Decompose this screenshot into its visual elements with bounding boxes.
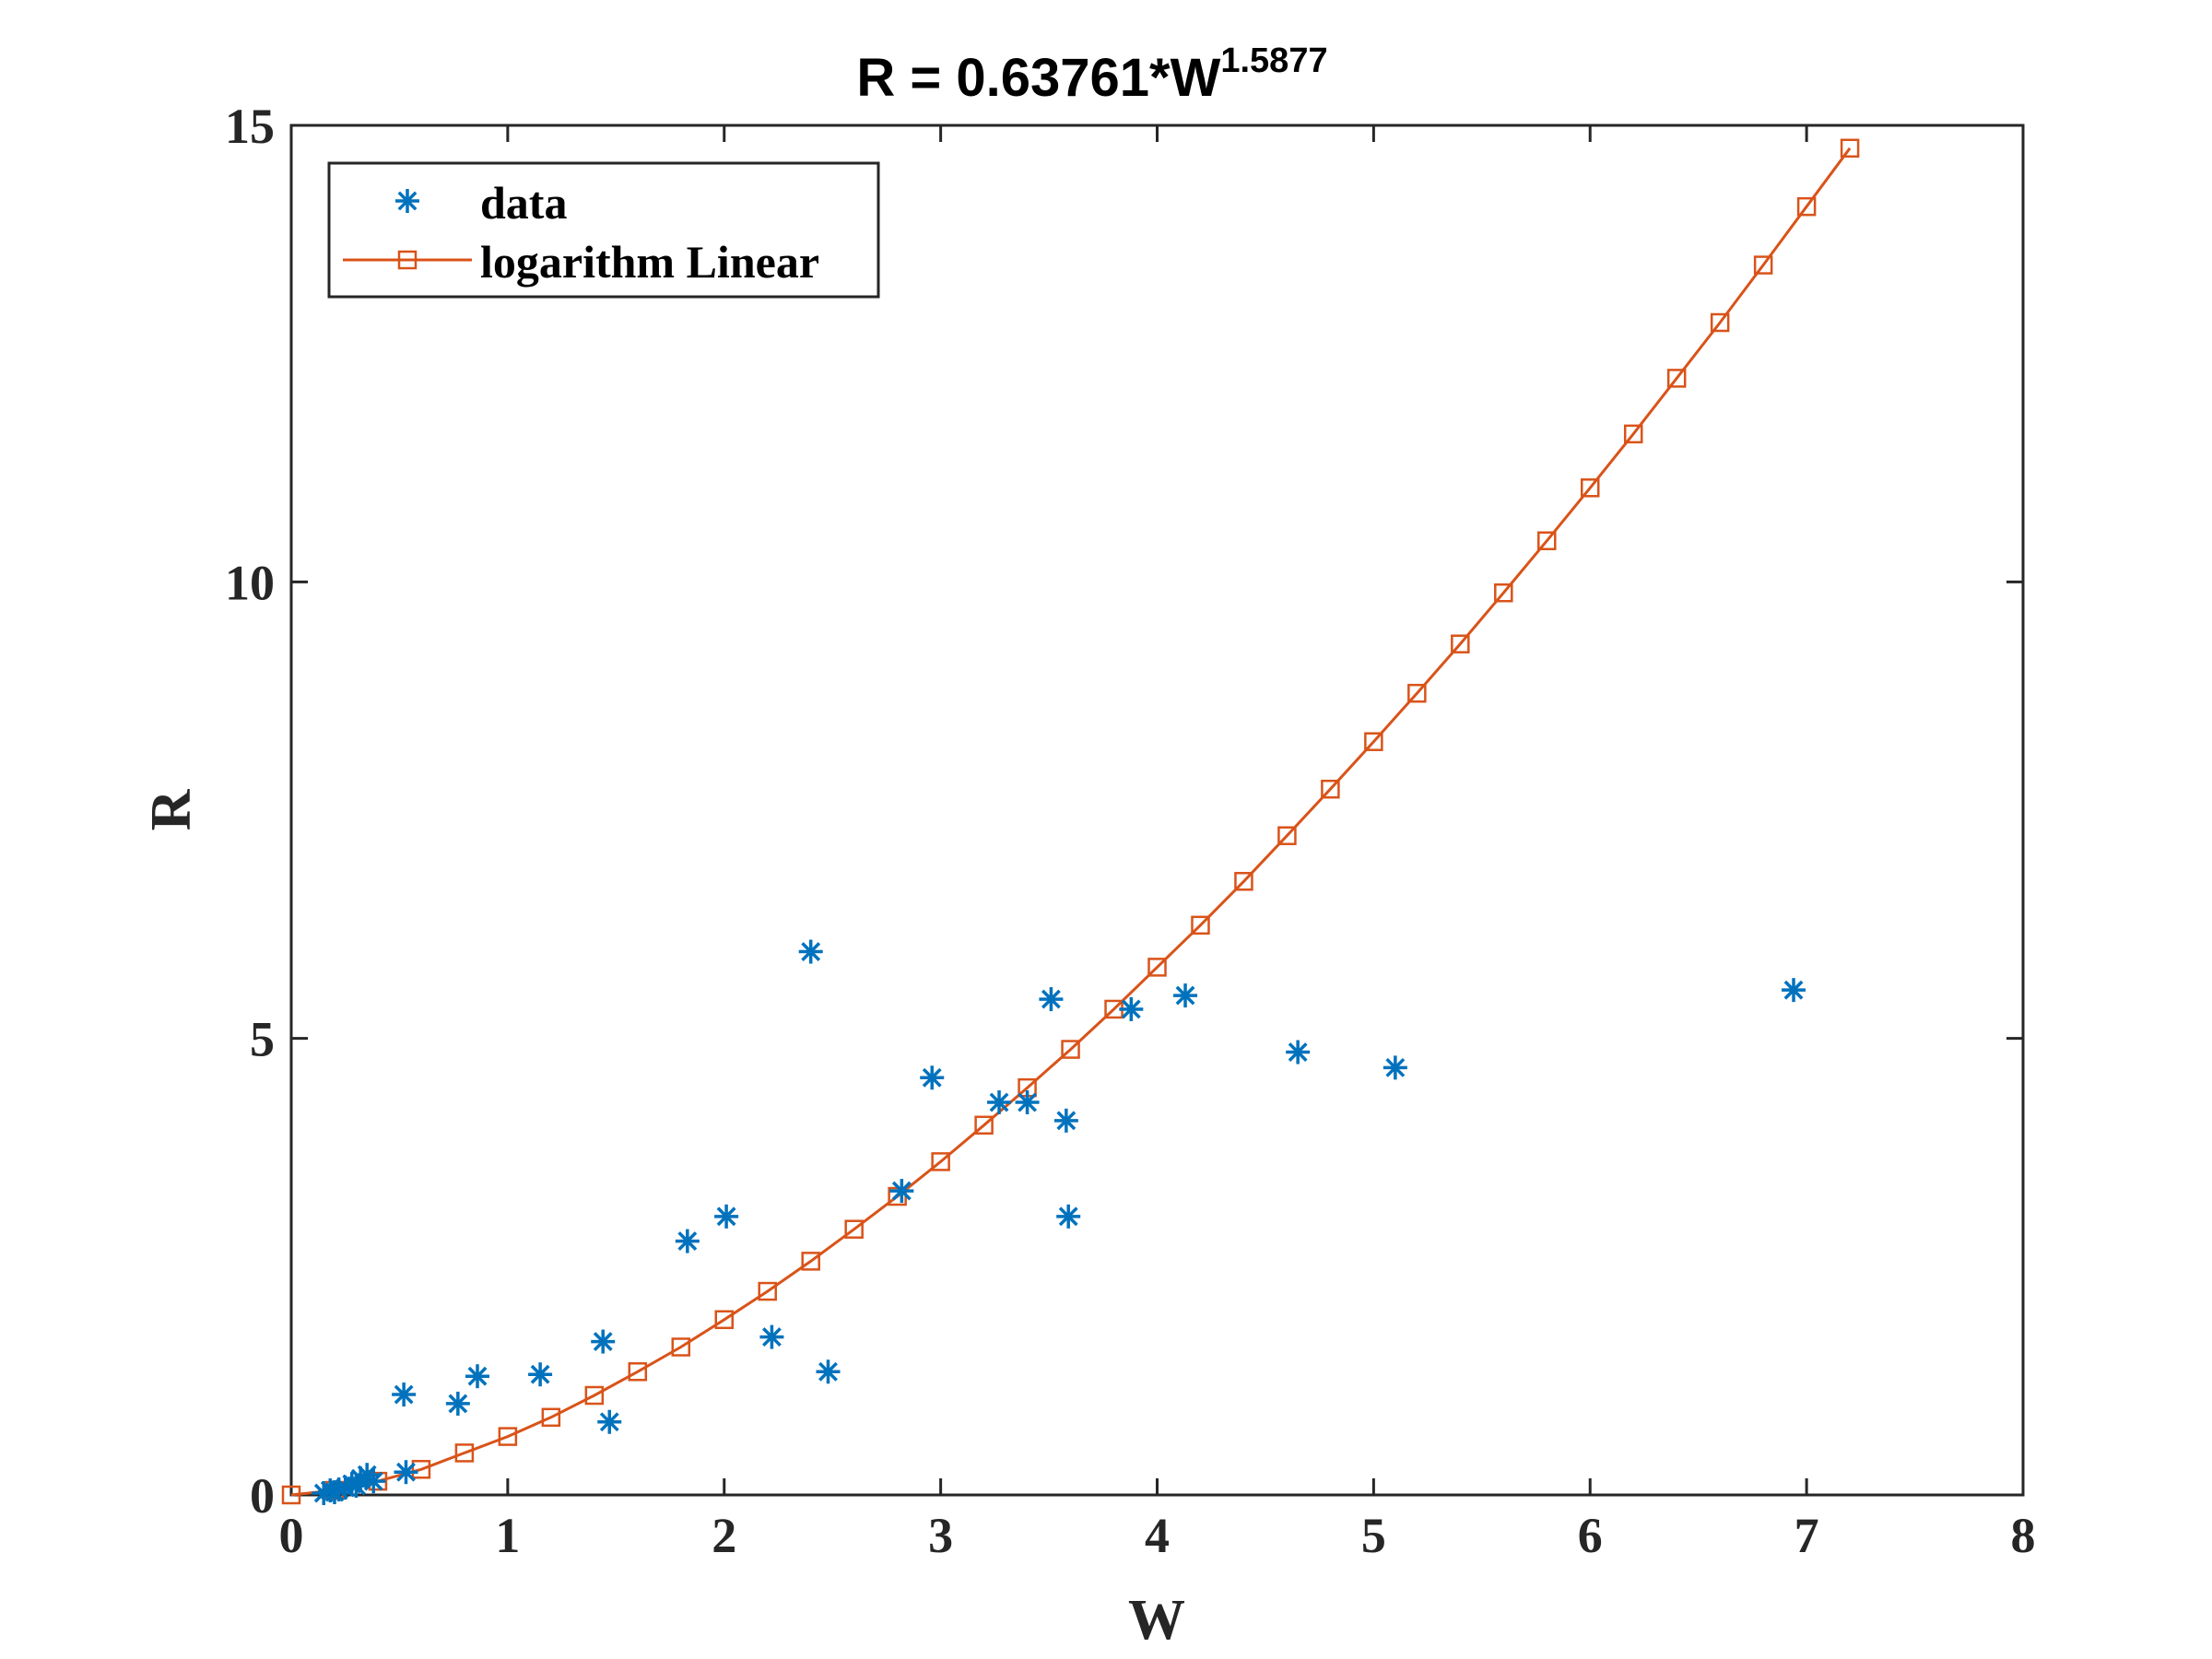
fit-point [671,1337,691,1357]
legend: data logarithm Linear [327,161,880,299]
fit-point [1796,196,1817,217]
fit-point [1364,732,1383,751]
fit-point [541,1407,561,1428]
y-tick-label: 15 [225,99,275,154]
fit-point [1623,424,1643,444]
y-tick-label: 5 [250,1012,275,1067]
x-tick-label: 3 [928,1508,953,1563]
data-point [1039,987,1064,1012]
fit-point [1753,255,1773,275]
x-tick-label: 1 [495,1508,520,1563]
x-tick-label: 5 [1361,1508,1386,1563]
plot-area [289,124,2025,1497]
data-point [1782,978,1806,1003]
series-data [312,939,1806,1506]
fit-point [1451,634,1470,653]
data-point [759,1324,784,1349]
fit-point [1666,369,1687,388]
data-point [987,1090,1012,1115]
fit-point [498,1427,518,1446]
data-point [1173,983,1198,1008]
data-point [597,1409,622,1434]
data-point [920,1065,945,1090]
data-point [714,1204,739,1229]
fit-point [281,1485,301,1505]
legend-square [397,250,418,270]
fit-point [758,1281,777,1301]
fit-point [454,1443,475,1463]
y-tick-label: 10 [225,555,275,610]
data-point [394,1460,418,1485]
fit-point [1840,138,1860,159]
y-axis-label: R [140,788,203,830]
fit-point [628,1362,648,1382]
fit-point [1494,582,1513,603]
fit-line [290,147,1852,1497]
chart-title-superscript: 1.5877 [1220,41,1327,80]
data-point [889,1179,914,1204]
data-point [798,939,823,964]
fit-point [584,1385,605,1406]
data-point [445,1391,470,1416]
x-tick-label: 4 [1145,1508,1170,1563]
fit-point [931,1152,950,1171]
y-tick-label: 0 [250,1468,275,1524]
fit-point [974,1115,994,1135]
data-point [816,1359,841,1384]
fit-point [1407,683,1427,703]
fit-point [844,1219,864,1239]
fit-point [1710,312,1730,333]
legend-label-fit: logarithm Linear [480,236,819,288]
legend-box [327,161,880,299]
legend-data-marker [395,189,419,213]
data-point [1382,1055,1407,1080]
data-point [591,1329,616,1354]
fit-point [1277,826,1297,845]
fit-point [714,1310,734,1330]
x-tick-label: 2 [712,1508,736,1563]
fit-point [1234,872,1253,891]
legend-asterisk [395,189,419,213]
legend-fit-marker [397,250,418,270]
data-point [1119,996,1144,1021]
y-tick-labels: 0 5 10 15 [225,99,275,1524]
fit-point [1191,915,1210,935]
data-point [392,1382,417,1407]
data-point [1056,1204,1081,1229]
x-tick-label: 0 [279,1508,304,1563]
axis-ticks [289,124,2025,1497]
legend-label-data: data [480,177,567,229]
data-point [675,1229,700,1253]
fit-point [1147,958,1167,977]
fit-point [1061,1040,1080,1059]
fit-point [1537,531,1557,551]
x-axis-label: W [1128,1589,1185,1652]
data-point [1053,1108,1078,1133]
fit-point [1321,779,1340,799]
fit-point [411,1460,431,1479]
fit-point [801,1252,820,1271]
data-point [361,1469,386,1494]
x-tick-label: 8 [2011,1508,2036,1563]
x-tick-labels: 0 1 2 3 4 5 6 7 8 [279,1508,2036,1563]
fit-point [1581,478,1600,498]
chart-title-main: R = 0.63761*W [856,48,1220,108]
chart-title: R = 0.63761*W1.5877 [856,41,1327,108]
data-point [465,1364,489,1389]
axes-box [289,124,2025,1497]
data-point [1286,1040,1311,1065]
x-tick-label: 6 [1578,1508,1603,1563]
x-tick-label: 7 [1794,1508,1819,1563]
data-point [1015,1090,1040,1115]
data-point [528,1362,553,1387]
